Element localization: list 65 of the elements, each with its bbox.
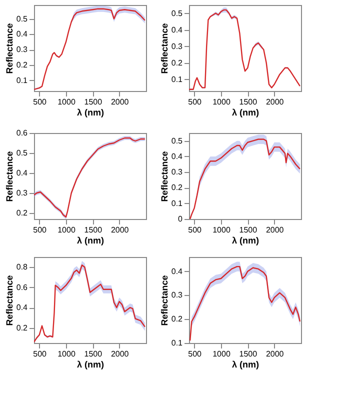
y-tick-label: 0.5 [171,8,184,18]
x-axis-title: λ (nm) [232,236,260,246]
x-tick-label: 500 [188,226,202,234]
y-tick-label: 0.2 [171,183,184,192]
x-tick-label: 1500 [84,98,103,106]
x-tick-label: 500 [33,226,48,234]
y-tick-label: 0.5 [171,136,184,146]
y-tick-label: 0.1 [16,76,28,85]
y-tick-label: 0.4 [16,30,28,39]
y-tick-label: 0.1 [171,338,184,348]
y-tick-label: 0.4 [171,25,184,34]
x-tick-label: 1000 [212,98,231,106]
x-tick-label: 1000 [58,98,76,106]
y-tick-label: 0.3 [16,188,28,198]
x-tick-label: 1500 [239,226,258,234]
y-tick-label: 0.4 [171,266,184,276]
y-tick-label: 0.1 [171,198,184,208]
y-tick-label: 0.2 [171,314,184,324]
x-tick-label: 2000 [266,98,284,106]
y-tick-label: 0.5 [16,14,28,24]
x-tick-label: 1500 [84,226,103,234]
y-tick-label: 0.3 [171,290,184,300]
x-tick-label: 500 [33,350,48,358]
x-tick-label: 500 [188,350,202,358]
x-tick-label: 1500 [239,98,258,106]
y-axis-title: Reflectance [159,151,170,202]
x-tick-label: 2000 [110,350,130,358]
y-tick-label: 0.1 [171,74,184,84]
x-axis-title: λ (nm) [232,360,260,370]
y-tick-label: 0.4 [16,168,28,178]
x-tick-label: 2000 [110,98,130,106]
y-tick-label: 0.2 [16,208,28,218]
x-tick-label: 1500 [84,350,103,358]
x-axis-title: λ (nm) [77,108,104,118]
y-tick-label: 0.5 [16,148,28,158]
x-axis-title: λ (nm) [232,108,260,118]
x-tick-label: 1000 [58,350,76,358]
x-tick-label: 500 [188,98,202,106]
x-tick-label: 500 [33,98,48,106]
y-tick-label: 0.8 [16,262,28,272]
y-tick-label: 0.2 [16,60,28,70]
x-tick-label: 1500 [239,350,258,358]
y-tick-label: 0.2 [171,58,184,68]
y-tick-label: 0.3 [171,42,184,51]
y-tick-label: 0.6 [16,128,28,138]
y-tick-label: 0.4 [16,303,28,312]
x-tick-label: 1000 [58,226,76,234]
y-tick-label: 0 [178,214,184,224]
y-tick-label: 0.4 [171,152,184,161]
x-tick-label: 2000 [266,350,284,358]
y-axis-title: Reflectance [4,275,14,326]
y-axis-title: Reflectance [159,23,170,74]
y-tick-label: 0.3 [171,168,184,177]
x-tick-label: 1000 [212,226,231,234]
x-tick-label: 1000 [212,350,231,358]
x-tick-label: 2000 [110,226,130,234]
x-axis-title: λ (nm) [77,236,104,246]
y-tick-label: 0.2 [16,323,28,332]
y-axis-title: Reflectance [159,275,170,326]
y-axis-title: Reflectance [4,23,14,74]
y-axis-title: Reflectance [4,151,14,202]
y-tick-label: 0.6 [16,282,28,292]
x-tick-label: 2000 [266,226,284,234]
y-tick-label: 0.3 [16,45,28,54]
x-axis-title: λ (nm) [77,360,104,370]
